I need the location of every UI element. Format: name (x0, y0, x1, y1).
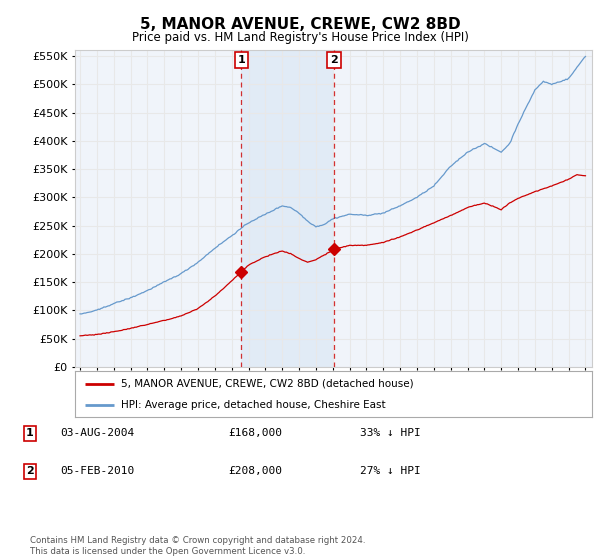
Text: 1: 1 (238, 55, 245, 65)
Text: 05-FEB-2010: 05-FEB-2010 (60, 466, 134, 477)
Bar (241, 50, 334, 367)
Text: £168,000: £168,000 (228, 428, 282, 438)
Text: 33% ↓ HPI: 33% ↓ HPI (360, 428, 421, 438)
Text: 2: 2 (330, 55, 338, 65)
Text: 5, MANOR AVENUE, CREWE, CW2 8BD: 5, MANOR AVENUE, CREWE, CW2 8BD (140, 17, 460, 32)
Text: Contains HM Land Registry data © Crown copyright and database right 2024.
This d: Contains HM Land Registry data © Crown c… (30, 536, 365, 556)
Text: 2: 2 (26, 466, 34, 477)
Text: 1: 1 (26, 428, 34, 438)
Text: Price paid vs. HM Land Registry's House Price Index (HPI): Price paid vs. HM Land Registry's House … (131, 31, 469, 44)
Text: 27% ↓ HPI: 27% ↓ HPI (360, 466, 421, 477)
Text: 03-AUG-2004: 03-AUG-2004 (60, 428, 134, 438)
Text: £208,000: £208,000 (228, 466, 282, 477)
Text: HPI: Average price, detached house, Cheshire East: HPI: Average price, detached house, Ches… (121, 400, 385, 410)
Text: 5, MANOR AVENUE, CREWE, CW2 8BD (detached house): 5, MANOR AVENUE, CREWE, CW2 8BD (detache… (121, 379, 413, 389)
